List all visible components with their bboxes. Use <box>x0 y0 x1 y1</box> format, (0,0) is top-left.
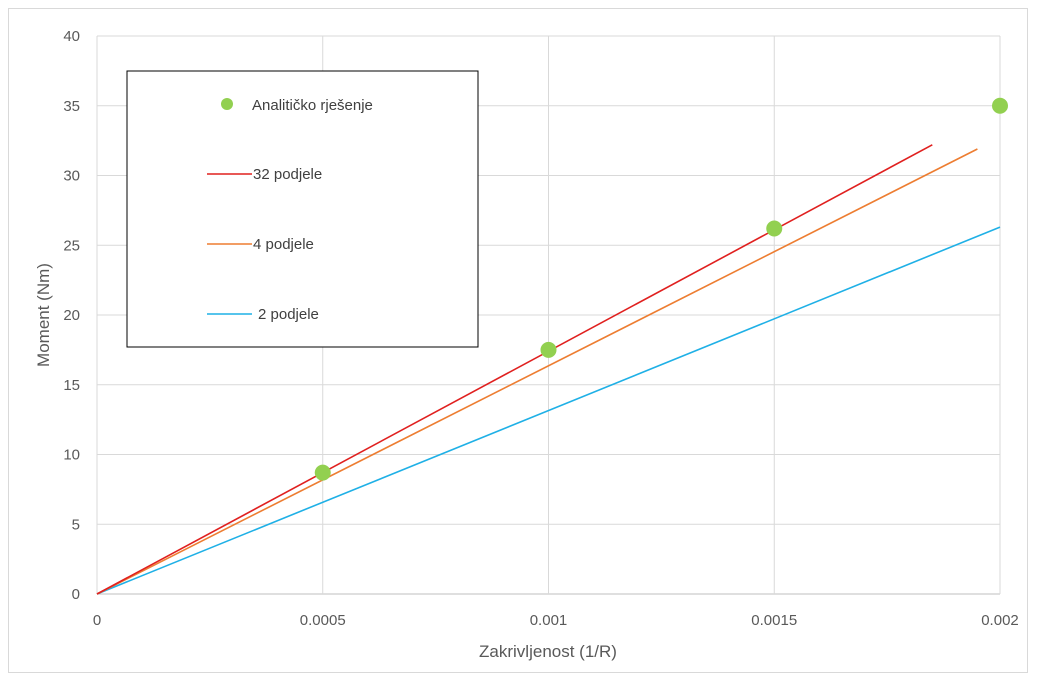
y-tick-label: 20 <box>63 307 80 324</box>
y-tick-label: 15 <box>63 377 80 394</box>
legend-box <box>126 70 479 348</box>
series-line-3 <box>96 226 1001 595</box>
gridlines <box>96 35 1001 595</box>
y-axis-title: Moment (Nm) <box>34 263 53 367</box>
x-tick-label: 0.0015 <box>751 612 797 629</box>
x-tick-label: 0.001 <box>530 612 568 629</box>
data-point <box>540 341 557 358</box>
x-tick-labels: 0 0.0005 0.001 0.0015 0.002 <box>93 612 1019 629</box>
legend-label-2: 2 podjele <box>258 306 319 323</box>
series-line-1 <box>96 144 933 595</box>
data-point <box>992 97 1008 114</box>
x-tick-label: 0.002 <box>981 612 1019 629</box>
x-tick-label: 0.0005 <box>300 612 346 629</box>
y-tick-label: 40 <box>63 28 80 45</box>
x-axis-title: Zakrivljenost (1/R) <box>479 642 617 661</box>
y-tick-label: 10 <box>63 447 80 464</box>
data-point <box>314 464 331 481</box>
y-tick-label: 30 <box>63 168 80 185</box>
y-tick-label: 35 <box>63 98 80 115</box>
y-tick-label: 25 <box>63 237 80 254</box>
legend-label-analiticko: Analitičko rješenje <box>252 97 373 114</box>
x-tick-label: 0 <box>93 612 101 629</box>
y-tick-labels: 0 5 10 15 20 25 30 35 40 <box>63 28 80 603</box>
legend: Analitičko rješenje 32 podjele 4 podjele… <box>126 70 479 348</box>
series-lines <box>96 144 1001 595</box>
legend-marker-analiticko <box>221 98 233 110</box>
legend-label-32: 32 podjele <box>253 166 322 183</box>
series-points <box>314 97 1008 481</box>
y-tick-label: 5 <box>72 516 80 533</box>
data-point <box>766 220 783 237</box>
y-tick-label: 0 <box>72 586 80 603</box>
legend-label-4: 4 podjele <box>253 236 314 253</box>
series-line-2 <box>96 148 978 595</box>
